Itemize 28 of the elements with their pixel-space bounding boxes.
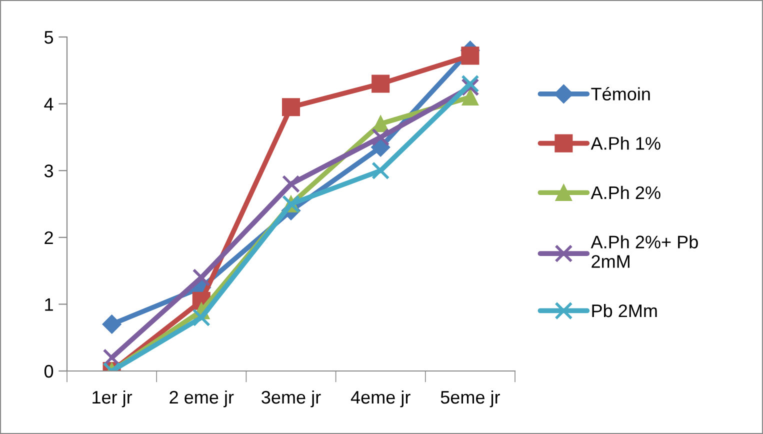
point	[462, 88, 479, 106]
y-tick-label: 3	[44, 164, 54, 178]
point	[192, 268, 210, 287]
legend-label: Témoin	[591, 86, 650, 100]
point	[282, 98, 300, 116]
y-tick-label: 2	[44, 231, 53, 244]
y-tick-label: 4	[44, 98, 54, 110]
point	[372, 162, 390, 180]
legend-label: Pb 2Mm	[592, 304, 657, 318]
legend-label: A.Ph 2%	[590, 186, 660, 200]
x-tick-label: 3eme jr	[262, 390, 321, 408]
y-tick-label: 0	[44, 364, 54, 378]
x-tick-label: 2 eme jr	[170, 390, 234, 408]
point	[192, 308, 210, 327]
point	[102, 314, 122, 334]
point	[282, 174, 300, 193]
point	[461, 74, 480, 93]
legend-label: A.Ph 2%+ Pb 2mM	[590, 235, 698, 268]
legend-label: A.Ph 1%	[590, 136, 660, 150]
x-tick-label: 4eme jr	[350, 390, 410, 408]
y-tick-label: 5	[44, 31, 54, 44]
point	[461, 46, 480, 65]
point	[372, 128, 390, 146]
point	[102, 348, 121, 367]
y-tick-label: 1	[45, 298, 53, 311]
x-tick-label: 5eme jr	[440, 390, 500, 408]
x-tick-label: 1er jr	[92, 390, 132, 408]
point	[372, 74, 390, 93]
